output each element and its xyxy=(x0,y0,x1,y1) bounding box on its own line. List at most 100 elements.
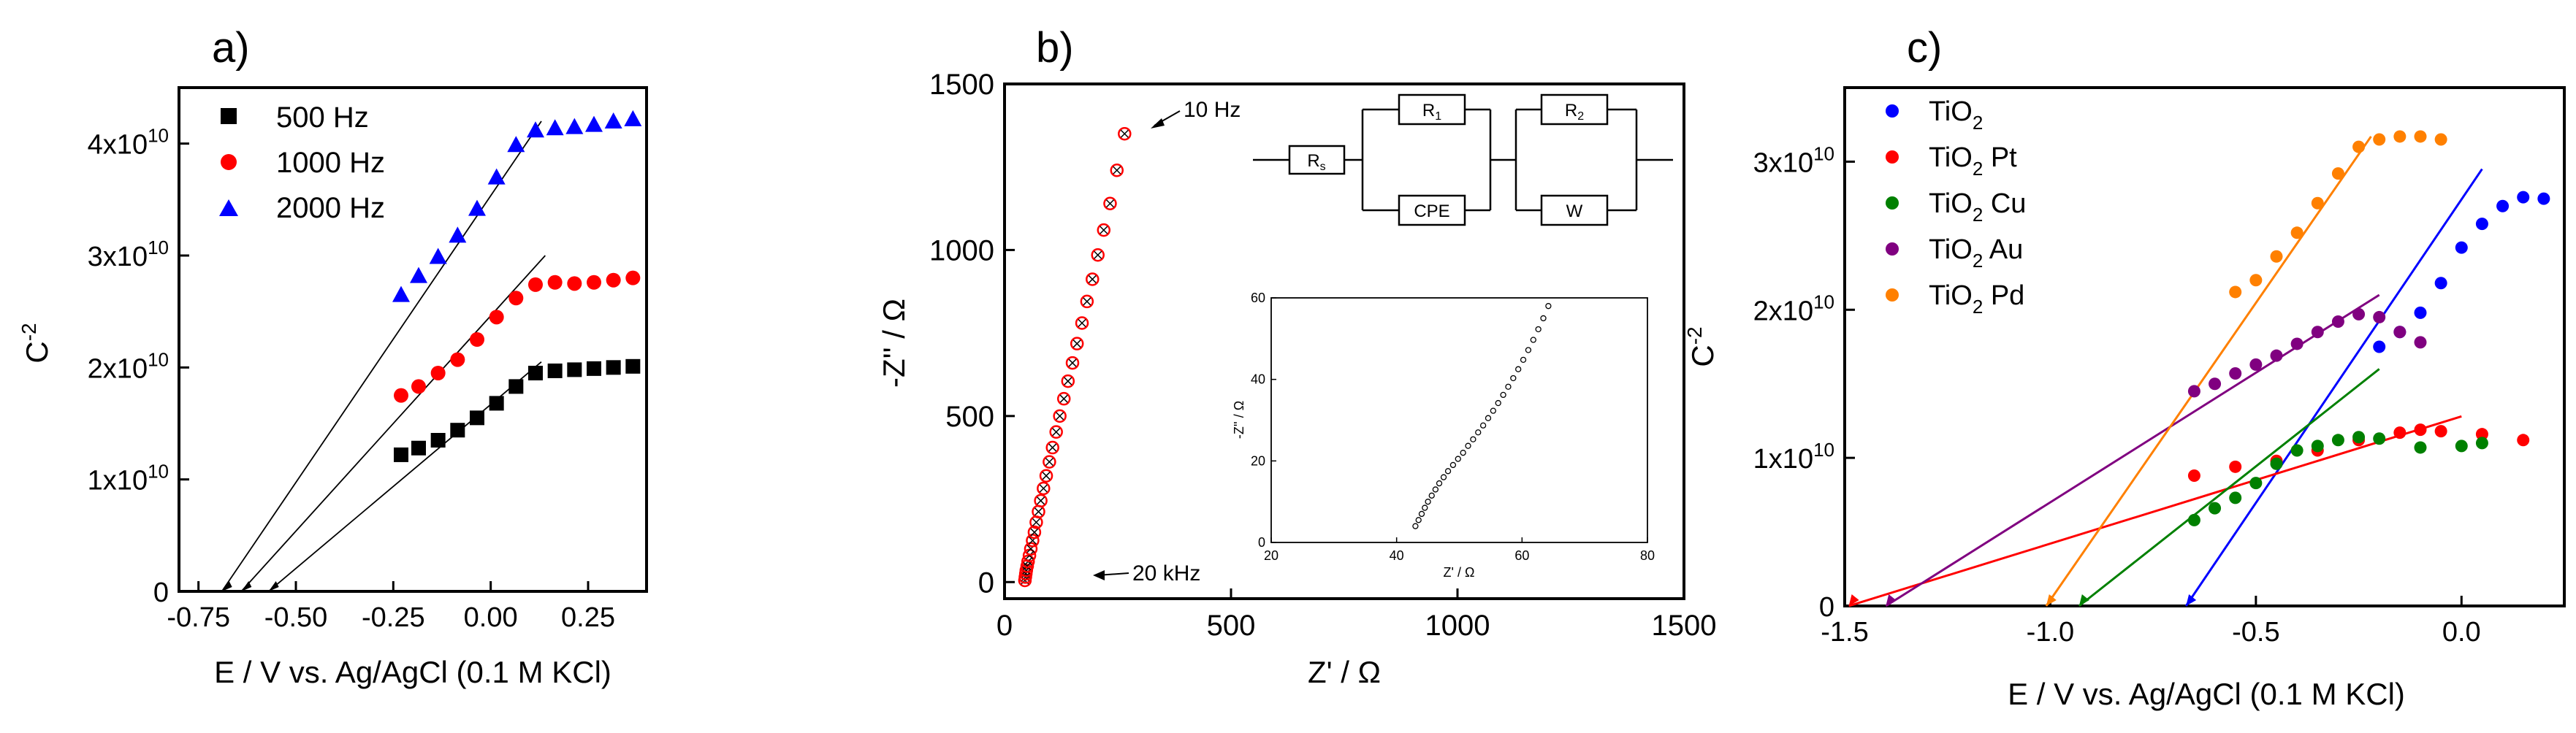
inset-point xyxy=(1422,504,1428,511)
x-tick-label: -1.5 xyxy=(1821,617,1868,648)
x-tick-label: 1500 xyxy=(1652,610,1717,642)
inset-point xyxy=(1444,468,1452,475)
panel-c: c) -1.5 -1.0 -0.5 0.0 0 1x1010 2x1010 3x1010 E… xyxy=(1683,24,2566,711)
inset-point xyxy=(1440,474,1447,480)
nyquist-point xyxy=(1053,409,1067,423)
data-point xyxy=(2270,457,2283,470)
data-point xyxy=(2229,367,2242,380)
inset-y-axis-label: -Z'' / Ω xyxy=(1232,401,1246,439)
inset-point xyxy=(1515,366,1522,372)
legend-label: TiO2 xyxy=(1929,96,1983,134)
panel-c-y-ticks: 0 1x1010 2x1010 3x1010 xyxy=(1753,142,1855,623)
panel-a-y-axis-label: C-2 xyxy=(18,323,54,363)
fit-arrowhead xyxy=(241,581,252,591)
data-point-1000hz xyxy=(547,275,563,290)
nyquist-point xyxy=(1037,481,1051,496)
fit-line xyxy=(2045,136,2372,607)
data-point xyxy=(2414,423,2427,437)
data-point xyxy=(2373,133,2386,146)
nyquist-point xyxy=(1075,316,1089,330)
legend-label: TiO2 Au xyxy=(1929,234,2023,272)
panel-b-x-ticks: 0 500 1000 1500 xyxy=(997,588,1717,642)
inset-point xyxy=(1540,315,1547,322)
data-point-500hz xyxy=(625,358,641,374)
nyquist-point xyxy=(1032,504,1045,519)
legend-marker-square xyxy=(221,108,237,124)
inset-point xyxy=(1485,415,1492,421)
legend-marker-circle xyxy=(221,154,237,170)
inset-point xyxy=(1425,499,1431,505)
nyquist-point xyxy=(1091,247,1105,262)
data-point xyxy=(2373,432,2386,445)
data-point xyxy=(2475,428,2488,441)
data-point xyxy=(2311,440,2324,453)
data-point xyxy=(2352,140,2366,153)
x-tick-label: -1.0 xyxy=(2027,617,2074,648)
data-point-1000hz xyxy=(430,366,446,380)
data-point-1000hz xyxy=(450,352,465,367)
data-point-2000hz xyxy=(410,266,427,283)
panel-c-x-axis-label: E / V vs. Ag/AgCl (0.1 M KCl) xyxy=(2008,677,2405,711)
inset-point xyxy=(1530,337,1536,343)
x-tick-label: 0.25 xyxy=(561,602,615,633)
data-point xyxy=(2414,306,2427,319)
circuit-label-w: W xyxy=(1566,202,1583,221)
data-point-500hz xyxy=(528,366,543,380)
data-point xyxy=(2414,130,2427,143)
inset-point xyxy=(1479,422,1487,429)
data-point xyxy=(2434,133,2447,146)
y-tick-label: 3x1010 xyxy=(1753,142,1834,178)
y-tick-label: 1000 xyxy=(929,234,994,266)
y-tick-label: 500 xyxy=(945,401,994,433)
data-point xyxy=(2209,377,2222,391)
data-point xyxy=(2517,434,2530,447)
nyquist-point xyxy=(1024,542,1038,556)
data-point xyxy=(2249,274,2263,287)
data-point-2000hz xyxy=(392,285,410,302)
data-point-1000hz xyxy=(625,270,641,285)
legend-marker xyxy=(1886,104,1899,118)
inset-y-tick-label: 40 xyxy=(1251,372,1265,387)
data-point-2000hz xyxy=(527,121,544,138)
data-point xyxy=(2290,226,2303,239)
data-point-500hz xyxy=(450,423,465,438)
annotation-arrowhead-10hz xyxy=(1151,118,1165,128)
inset-point xyxy=(1415,517,1422,523)
nyquist-point xyxy=(1043,455,1056,469)
inset-x-tick-label: 60 xyxy=(1514,548,1529,563)
inset-x-tick-label: 20 xyxy=(1264,548,1279,563)
data-point xyxy=(2475,437,2488,450)
data-point-2000hz xyxy=(429,247,447,264)
legend-label-500hz: 500 Hz xyxy=(276,101,369,134)
data-point xyxy=(2455,440,2468,453)
data-point xyxy=(2270,349,2283,362)
data-point xyxy=(2352,307,2366,321)
fit-line xyxy=(1848,415,2462,607)
data-point xyxy=(2187,385,2200,398)
data-point-500hz xyxy=(606,360,621,375)
nyquist-point xyxy=(1065,356,1080,370)
data-point-1000hz xyxy=(587,275,601,290)
data-point-500hz xyxy=(489,396,504,411)
y-tick-label: 0 xyxy=(1819,592,1834,623)
inset-point xyxy=(1510,375,1517,382)
y-tick-label: 1x1010 xyxy=(88,461,169,496)
x-tick-label: 500 xyxy=(1207,610,1256,642)
data-point xyxy=(2455,241,2468,254)
inset-point xyxy=(1505,383,1512,390)
nyquist-point xyxy=(1056,391,1071,406)
nyquist-point xyxy=(1026,534,1040,548)
data-point xyxy=(2331,315,2344,329)
data-point-1000hz xyxy=(606,272,621,288)
data-point xyxy=(2496,199,2510,212)
panel-c-legend: TiO2 TiO2 Pt TiO2 Cu TiO2 Au TiO2 Pd xyxy=(1886,96,2026,318)
data-point xyxy=(2249,477,2263,490)
legend-label: TiO2 Pd xyxy=(1929,280,2024,318)
inset-point xyxy=(1475,429,1482,436)
fit-line xyxy=(221,120,542,592)
fit-line xyxy=(2184,168,2483,607)
data-point xyxy=(2517,191,2530,204)
panel-b-x-axis-label: Z' / Ω xyxy=(1308,655,1381,689)
fit-arrowhead xyxy=(221,581,232,591)
